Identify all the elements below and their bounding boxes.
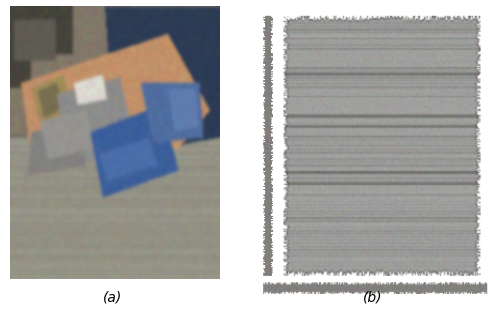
Text: (b): (b)	[363, 290, 382, 305]
Text: (a): (a)	[103, 290, 122, 305]
